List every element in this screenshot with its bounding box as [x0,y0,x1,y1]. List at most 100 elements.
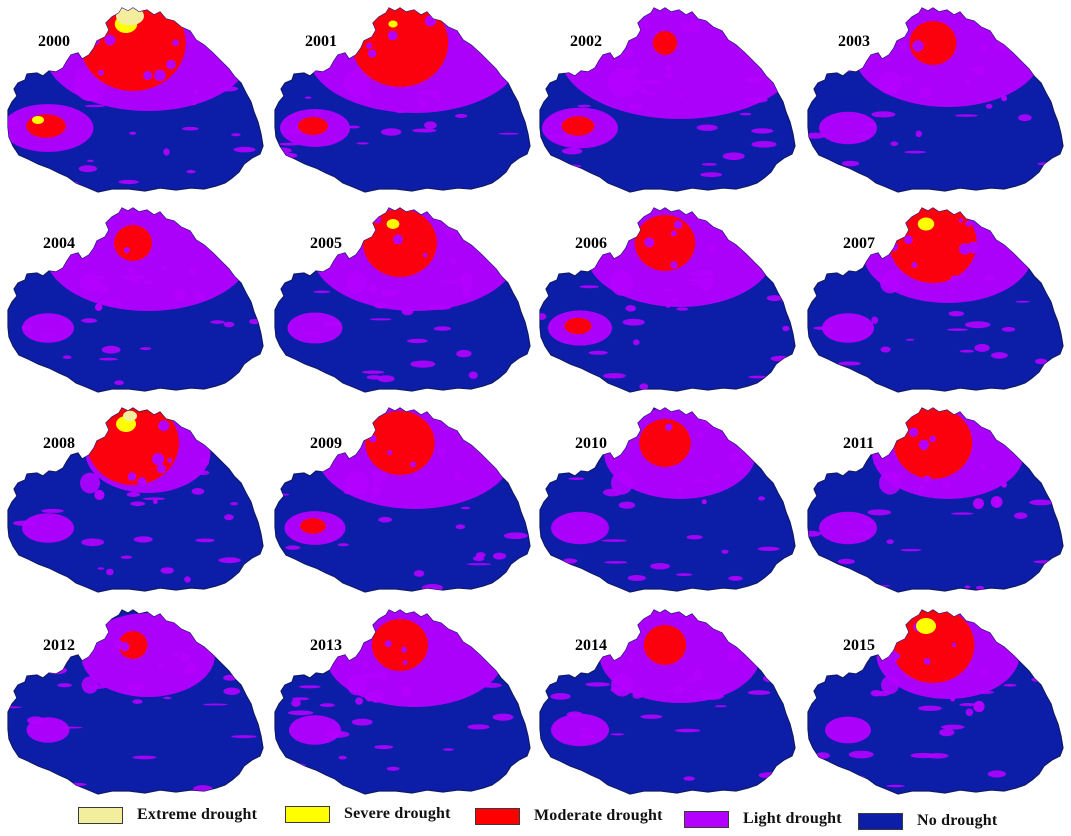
year-label: 2001 [305,33,337,50]
light-drought-patch [941,724,965,730]
moderate-drought-zone [652,31,678,55]
light-drought-patch [827,583,848,592]
light-drought-patch [133,536,153,543]
year-label: 2006 [575,235,607,252]
west-light-zone [81,676,99,694]
mixed-light-speckle [384,640,392,648]
light-drought-patch [959,349,975,353]
mixed-light-speckle [708,245,717,254]
light-drought-patch [625,305,636,312]
light-drought-patch [374,745,394,750]
map-panel-2007: 2007 [807,207,1064,393]
light-drought-patch [456,349,472,358]
light-drought-patch [292,697,310,701]
light-drought-patch [223,674,238,681]
mixed-light-speckle [958,218,964,223]
west-light-zone [26,717,70,743]
light-drought-patch [585,682,611,687]
year-label: 2005 [310,235,342,252]
mixed-light-speckle [410,461,416,468]
legend-swatch-light [684,810,729,828]
mixed-light-speckle [158,420,170,432]
light-drought-patch [830,65,852,74]
light-drought-patch [886,539,894,544]
mixed-light-speckle [94,303,103,311]
light-drought-patch [57,683,72,688]
light-drought-patch [380,128,402,136]
light-drought-patch [926,753,949,759]
mixed-light-speckle [89,421,96,429]
light-drought-patch [492,713,514,721]
light-drought-patch [870,690,882,697]
light-drought-patch [748,375,768,379]
map-panel-2010: 2010 [539,407,796,593]
light-drought-patch [223,687,241,695]
light-drought-patch [650,563,670,570]
light-drought-patch [951,512,974,515]
light-drought-patch [473,555,485,562]
legend-item-extreme: Extreme drought [78,806,257,824]
mixed-light-speckle [387,30,398,41]
light-drought-patch [955,114,978,117]
light-drought-patch [304,567,315,571]
mixed-light-speckle [735,466,742,474]
light-drought-patch [231,133,241,137]
light-drought-patch [481,682,502,688]
mixed-light-speckle [665,64,672,71]
mixed-light-speckle [967,241,979,254]
mixed-light-speckle [889,242,899,252]
light-drought-patch [588,350,608,355]
mixed-light-speckle [97,283,109,295]
light-drought-patch [838,361,861,366]
light-drought-patch [641,79,663,85]
mixed-light-speckle [911,262,918,268]
light-drought-patch [905,338,915,341]
light-drought-patch [97,567,105,570]
mixed-light-speckle [980,463,987,471]
west-moderate-zone [26,114,66,138]
light-drought-patch [223,321,235,328]
light-drought-patch [8,706,22,709]
light-drought-patch [1045,581,1063,586]
light-drought-patch [163,696,172,700]
mixed-light-speckle [951,642,957,647]
year-label: 2004 [43,235,75,252]
mixed-light-speckle [620,52,626,59]
mixed-light-speckle [639,687,645,693]
mixed-light-speckle [727,651,739,662]
light-drought-patch [691,479,709,483]
light-drought-patch [674,728,701,733]
mixed-light-speckle [645,657,650,662]
light-drought-patch [218,557,241,564]
light-drought-patch [186,170,196,174]
mixed-light-speckle [950,287,956,293]
mixed-light-speckle [732,624,742,634]
light-drought-patch [280,762,306,769]
mixed-light-speckle [630,80,641,91]
mixed-light-speckle [460,272,473,285]
west-light-zone [80,272,100,294]
light-drought-patch [739,112,752,116]
light-drought-patch [319,703,335,707]
mixed-light-speckle [194,290,205,301]
light-drought-patch [101,345,121,354]
legend: Extreme drought Severe drought Moderate … [0,800,1071,836]
map-panel-2000: 2000 [7,7,264,193]
light-drought-patch [618,501,636,509]
mixed-light-speckle [950,696,956,702]
year-label: 2000 [38,33,70,50]
light-drought-patch [374,302,388,309]
light-drought-patch [904,150,926,154]
mixed-light-speckle [435,96,441,102]
light-drought-patch [99,299,122,306]
light-drought-patch [985,103,993,109]
mixed-light-speckle [696,430,705,439]
light-drought-patch [239,180,248,184]
mixed-light-speckle [365,90,370,95]
light-drought-patch [757,546,780,551]
light-drought-patch [633,339,640,346]
mixed-light-speckle [153,499,158,504]
light-drought-patch [1031,677,1047,683]
moderate-drought-zone [643,625,687,665]
light-drought-patch [867,509,892,516]
